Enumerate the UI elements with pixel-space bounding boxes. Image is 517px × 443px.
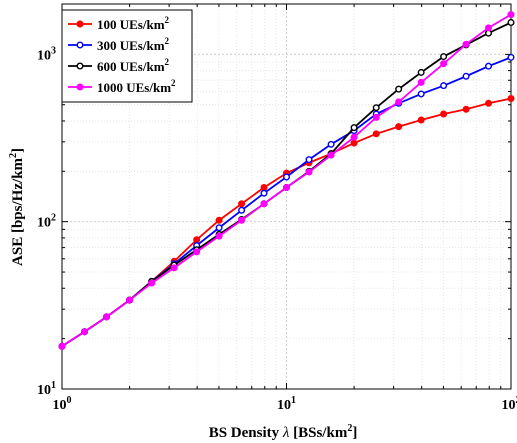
- data-point: [395, 85, 403, 93]
- data-point: [260, 184, 268, 192]
- data-point: [485, 62, 493, 70]
- x-tick-label: 102: [502, 395, 517, 413]
- data-point: [238, 200, 246, 208]
- data-point: [372, 113, 380, 121]
- data-point: [417, 78, 425, 86]
- data-point: [507, 11, 515, 19]
- data-point: [507, 19, 515, 27]
- data-point: [395, 123, 403, 131]
- legend-label: 300 UEs/km2: [97, 36, 170, 53]
- data-point: [440, 82, 448, 90]
- data-point: [283, 184, 291, 192]
- data-point: [327, 151, 335, 159]
- data-point: [417, 116, 425, 124]
- data-point: [350, 124, 358, 132]
- data-point: [462, 105, 470, 113]
- series-layer: [58, 11, 515, 350]
- x-tick-label: 101: [277, 395, 296, 413]
- data-point: [462, 72, 470, 80]
- data-point: [58, 342, 66, 350]
- data-point: [507, 94, 515, 102]
- legend: 100 UEs/km2 300 UEs/km2 600 UEs/km2 1000 UE…: [61, 9, 193, 103]
- data-point: [215, 216, 223, 224]
- y-axis-label: ASE [bps/Hz/km2]: [8, 148, 26, 266]
- data-point: [126, 296, 134, 304]
- x-tick-labels: 100 101 102: [53, 395, 517, 413]
- data-point: [395, 98, 403, 106]
- data-point: [215, 232, 223, 240]
- data-point: [440, 60, 448, 68]
- y-tick-label: 103: [37, 45, 56, 63]
- data-point: [260, 200, 268, 208]
- legend-marker: [76, 83, 84, 91]
- legend-label: 600 UEs/km2: [97, 57, 170, 74]
- data-point: [81, 328, 89, 336]
- data-point: [148, 279, 156, 287]
- series-4: [58, 11, 515, 350]
- legend-marker: [76, 20, 84, 28]
- data-point: [215, 224, 223, 232]
- data-point: [103, 313, 111, 321]
- data-point: [462, 40, 470, 48]
- data-point: [417, 68, 425, 76]
- data-point: [350, 133, 358, 141]
- y-tick-labels: 101 102 103: [37, 45, 56, 398]
- legend-marker: [76, 62, 84, 70]
- data-point: [170, 264, 178, 272]
- data-point: [238, 216, 246, 224]
- data-point: [260, 189, 268, 197]
- data-point: [417, 90, 425, 98]
- data-point: [193, 236, 201, 244]
- data-point: [327, 140, 335, 148]
- data-point: [283, 173, 291, 181]
- y-tick-label: 102: [37, 213, 56, 231]
- data-point: [440, 110, 448, 118]
- data-point: [305, 156, 313, 164]
- data-point: [507, 53, 515, 61]
- legend-marker: [76, 41, 84, 49]
- data-point: [238, 206, 246, 214]
- data-point: [440, 53, 448, 61]
- data-point: [485, 24, 493, 32]
- data-point: [485, 99, 493, 107]
- data-point: [372, 104, 380, 112]
- x-axis-label: BS Density λ [BSs/km2]: [209, 423, 358, 441]
- data-point: [193, 248, 201, 256]
- legend-label: 1000 UEs/km2: [97, 78, 176, 95]
- data-point: [305, 168, 313, 176]
- x-tick-label: 100: [53, 395, 72, 413]
- y-tick-label: 101: [37, 380, 56, 398]
- data-point: [372, 130, 380, 138]
- data-point: [350, 139, 358, 147]
- legend-label: 100 UEs/km2: [97, 15, 170, 32]
